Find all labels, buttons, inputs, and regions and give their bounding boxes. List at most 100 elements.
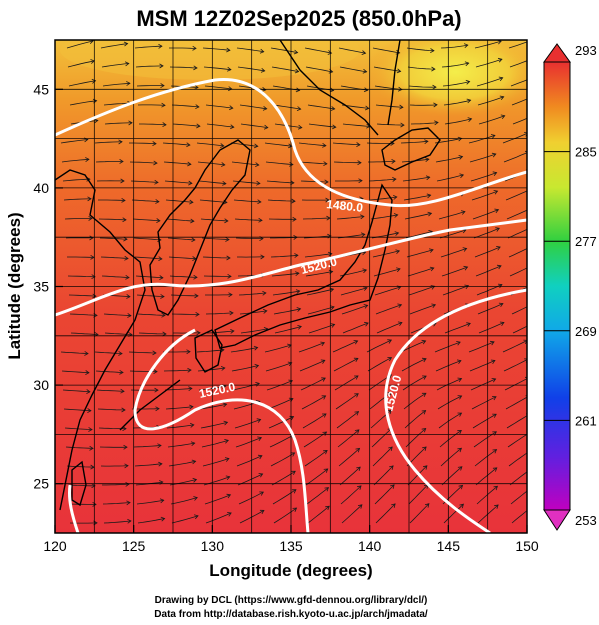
streamline-arrowhead <box>356 466 361 472</box>
streamline-arrowhead <box>391 503 396 508</box>
streamline-arrowhead <box>88 427 93 432</box>
streamline-arrowhead <box>427 211 433 217</box>
streamline-arrowhead <box>297 124 303 130</box>
streamline <box>300 180 329 183</box>
streamline <box>164 180 192 184</box>
streamline <box>238 292 266 296</box>
streamline-arrowhead <box>123 236 128 242</box>
streamline-arrowhead <box>464 284 470 290</box>
streamline <box>136 294 165 297</box>
streamline-arrowhead <box>155 199 160 204</box>
x-tick-label: 145 <box>437 538 461 554</box>
streamline <box>94 141 123 144</box>
streamline <box>66 40 94 49</box>
x-tick-label: 150 <box>515 538 539 554</box>
streamline-arrowhead <box>126 81 131 86</box>
streamline-arrowhead <box>490 359 496 365</box>
streamline-arrowhead <box>329 87 335 93</box>
streamline-arrowhead <box>458 155 464 160</box>
streamline-arrowhead <box>125 481 130 487</box>
streamline <box>102 82 130 87</box>
streamline-arrowhead <box>193 274 198 280</box>
y-tick-label: 25 <box>33 476 49 492</box>
streamline-arrowhead <box>490 134 496 139</box>
streamline <box>371 428 392 448</box>
y-tick-label: 40 <box>33 180 49 196</box>
streamline-arrowhead <box>125 274 130 280</box>
streamline <box>166 218 194 222</box>
streamline <box>409 503 430 524</box>
streamline <box>376 322 403 334</box>
streamline-arrowhead <box>288 143 293 149</box>
streamline-arrowhead <box>327 50 333 55</box>
streamline-arrowhead <box>534 113 538 117</box>
streamline <box>163 161 191 165</box>
streamline <box>268 416 294 429</box>
lat-lon-grid <box>55 40 527 533</box>
streamline-arrowhead <box>91 483 96 489</box>
streamline-arrowhead <box>397 321 403 326</box>
streamline-arrowhead <box>361 50 367 55</box>
streamline-arrowhead <box>189 404 194 410</box>
streamline <box>338 47 366 54</box>
height-contours <box>55 78 527 533</box>
streamline <box>369 196 397 201</box>
streamline <box>104 332 133 335</box>
streamline <box>101 63 129 68</box>
colorbar-top-arrow <box>543 43 571 63</box>
streamline-arrowhead <box>120 178 125 184</box>
streamline <box>131 199 159 203</box>
streamline-arrowhead <box>491 378 497 383</box>
streamline-arrowhead <box>464 61 470 67</box>
x-tick-label: 125 <box>122 538 146 554</box>
streamline-arrowhead <box>162 331 167 337</box>
streamline <box>342 322 369 334</box>
streamline <box>442 285 469 296</box>
streamline-arrowhead <box>193 65 198 71</box>
streamline <box>270 47 298 53</box>
streamline-arrowhead <box>154 179 159 185</box>
streamline <box>138 332 167 335</box>
streamline-arrowhead <box>84 351 89 356</box>
streamline <box>444 323 471 334</box>
streamline <box>401 358 427 372</box>
streamline-arrowhead <box>192 477 198 483</box>
streamline <box>202 256 231 259</box>
streamline <box>272 489 297 505</box>
streamline <box>168 460 196 467</box>
streamline <box>235 237 263 239</box>
coast-ryukyu <box>119 379 181 431</box>
streamline-arrowhead <box>124 463 129 469</box>
streamline <box>372 250 400 258</box>
streamline <box>169 66 198 69</box>
streamline <box>408 85 437 88</box>
streamline <box>163 369 192 372</box>
streamline-arrowhead <box>531 57 535 61</box>
streamline-arrowhead <box>156 218 161 223</box>
streamline-arrowhead <box>260 254 265 260</box>
streamline-arrowhead <box>360 232 366 238</box>
streamline-arrowhead <box>296 106 302 111</box>
streamline-arrowhead <box>425 175 431 181</box>
streamline-arrowhead <box>227 273 232 279</box>
streamline-arrowhead <box>395 249 401 254</box>
streamline <box>374 484 395 505</box>
streamline <box>503 152 527 163</box>
streamline-arrowhead <box>157 443 162 449</box>
streamline-arrowhead <box>258 217 263 223</box>
streamline <box>232 180 260 184</box>
streamline-arrowhead <box>228 292 233 298</box>
streamline <box>60 351 89 354</box>
streamline <box>168 256 196 260</box>
streamline-arrowhead <box>262 308 268 314</box>
streamline-arrowhead <box>191 459 197 465</box>
streamline <box>335 393 359 410</box>
streamline-arrowhead <box>226 255 231 261</box>
coast-china-east <box>55 169 146 511</box>
streamline <box>237 473 263 486</box>
streamline-arrowhead <box>221 162 226 167</box>
x-tick-label: 130 <box>201 538 225 554</box>
streamline-arrowhead <box>152 141 157 146</box>
streamline <box>444 118 472 125</box>
